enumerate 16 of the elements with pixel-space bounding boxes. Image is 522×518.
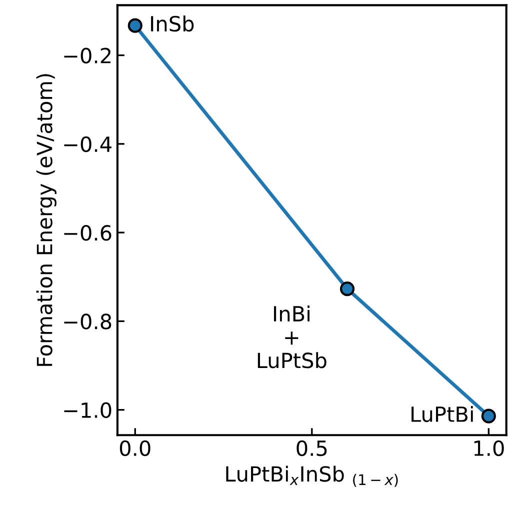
y-tick-label: −0.2 xyxy=(64,48,110,64)
y-tick-label: −1.0 xyxy=(64,402,112,418)
annotation: InSb xyxy=(151,15,194,32)
y-tick-label: −0.6 xyxy=(64,225,112,241)
point xyxy=(340,282,355,296)
y-tick-label: −0.8 xyxy=(64,314,112,330)
x-tick-label: 0.0 xyxy=(120,440,150,456)
x-axis-title: LuPtBi$_{x}$InSb $_{(1−x)}$ xyxy=(226,466,398,487)
point xyxy=(128,18,142,33)
y-axis-title: Formation Energy (eV/atom) xyxy=(36,74,56,366)
x-tick-label: 0.5 xyxy=(296,440,327,456)
point xyxy=(481,408,496,424)
x-tick-label: 1.0 xyxy=(474,440,504,456)
annotation: InBi + LuPtSb xyxy=(258,306,326,368)
annotation: LuPtBi xyxy=(412,406,473,422)
y-tick-label: −0.4 xyxy=(64,136,112,152)
